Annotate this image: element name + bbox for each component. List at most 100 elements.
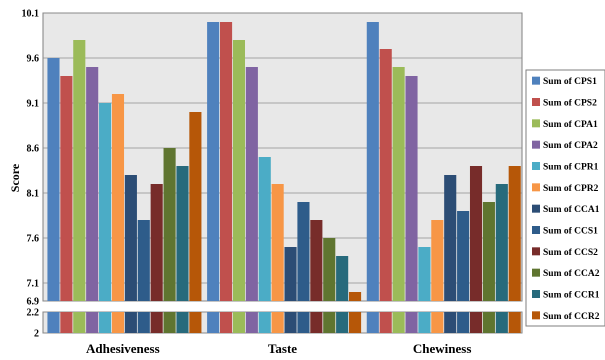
bar-stub	[323, 312, 336, 333]
bar-stub	[431, 312, 444, 333]
bar-stub	[150, 312, 163, 333]
legend-swatch	[532, 76, 540, 85]
legend-label: Sum of CPR2	[543, 184, 599, 194]
bar-stub	[349, 312, 362, 333]
bar	[482, 202, 495, 301]
y-tick-label: 2	[34, 329, 39, 340]
bar-stub	[232, 312, 245, 333]
legend-swatch	[532, 98, 540, 106]
bar	[457, 211, 470, 301]
bar	[323, 238, 336, 301]
x-category-label: Taste	[268, 341, 297, 356]
bar	[47, 58, 60, 301]
bar	[444, 175, 457, 301]
bar	[60, 76, 73, 301]
legend: Sum of CPS1 Sum of CPS2 Sum of CPA1 Sum of …	[525, 69, 605, 327]
bar	[366, 22, 379, 301]
bar-stub	[379, 312, 392, 333]
bar	[220, 22, 233, 301]
bar-stub	[284, 312, 297, 333]
bar-stub	[469, 312, 483, 333]
legend-label: Sum of CCR2	[543, 312, 600, 322]
legend-label: Sum of CPS1	[543, 77, 597, 87]
legend-label: Sum of CCR1	[543, 291, 600, 301]
bar-stub	[457, 312, 470, 333]
bar-stub	[366, 312, 379, 333]
bar-stub	[220, 312, 233, 333]
bar	[163, 148, 176, 301]
y-tick-label: 10.1	[22, 9, 40, 20]
legend-label: Sum of CPR1	[543, 163, 599, 173]
bar	[207, 22, 220, 301]
bar	[469, 166, 483, 301]
bar	[284, 247, 297, 301]
bar-stub	[99, 312, 112, 333]
legend-swatch	[532, 226, 540, 234]
bar-stub	[508, 312, 521, 333]
bar-stub	[336, 312, 349, 333]
bar-stub	[392, 312, 405, 333]
y-tick-label: 7.1	[27, 279, 40, 290]
bar	[189, 112, 202, 301]
bar-stub	[297, 312, 310, 333]
bar	[73, 40, 86, 301]
legend-label: Sum of CPA1	[543, 120, 598, 130]
bar-stub	[47, 312, 60, 333]
legend-swatch	[532, 204, 540, 213]
bar-stub	[111, 312, 125, 333]
bar-stub	[176, 312, 189, 333]
legend-swatch	[532, 140, 540, 149]
bar	[99, 103, 112, 301]
bar-stub	[73, 312, 86, 333]
bar	[392, 67, 405, 301]
y-tick-labels: 6.9 7.1 7.6 8.1 8.6 9.1 9.6 10.1 2 2.2	[22, 9, 40, 340]
bar	[271, 184, 284, 301]
bar-stub	[245, 312, 258, 333]
bar-stub	[86, 312, 99, 333]
x-category-label: Adhesiveness	[86, 341, 160, 356]
bar	[379, 49, 392, 301]
bar	[431, 220, 444, 301]
y-axis-label: Score	[8, 163, 22, 192]
legend-label: Sum of CCA1	[543, 205, 600, 215]
y-tick-label: 9.1	[27, 99, 40, 110]
bar	[297, 202, 310, 301]
bar-stub	[207, 312, 220, 333]
y-tick-label: 8.6	[27, 144, 40, 155]
y-tick-label: 9.6	[27, 54, 40, 65]
legend-label: Sum of CPA2	[543, 141, 598, 151]
legend-swatch	[532, 119, 540, 128]
bar	[137, 220, 150, 301]
legend-swatch	[532, 247, 540, 256]
bar	[258, 157, 271, 301]
bar-stub	[271, 312, 284, 333]
legend-swatch	[532, 183, 540, 192]
bar-stub	[418, 312, 431, 333]
bar-stub	[405, 312, 418, 333]
bar	[418, 247, 431, 301]
bar	[150, 184, 163, 301]
legend-label: Sum of CCS1	[543, 227, 598, 237]
y-tick-label: 6.9	[27, 297, 40, 308]
legend-box	[525, 69, 605, 327]
bar	[508, 166, 521, 301]
bar-stub	[258, 312, 271, 333]
y-tick-label: 7.6	[27, 234, 40, 245]
bar	[124, 175, 137, 301]
legend-label: Sum of CPS2	[543, 99, 597, 109]
bar	[349, 292, 362, 301]
bar-stub	[60, 312, 73, 333]
x-category-labels: Adhesiveness Taste Chewiness	[86, 341, 471, 356]
bar	[176, 166, 189, 301]
bar	[245, 67, 258, 301]
legend-swatch	[532, 268, 540, 277]
bar-stub	[137, 312, 150, 333]
legend-label: Sum of CCA2	[543, 269, 600, 279]
legend-swatch	[532, 290, 540, 298]
bar	[495, 184, 508, 301]
bar-stub	[310, 312, 323, 333]
bars-group	[47, 22, 521, 333]
bar-stub	[444, 312, 457, 333]
legend-label: Sum of CCS2	[543, 248, 598, 258]
